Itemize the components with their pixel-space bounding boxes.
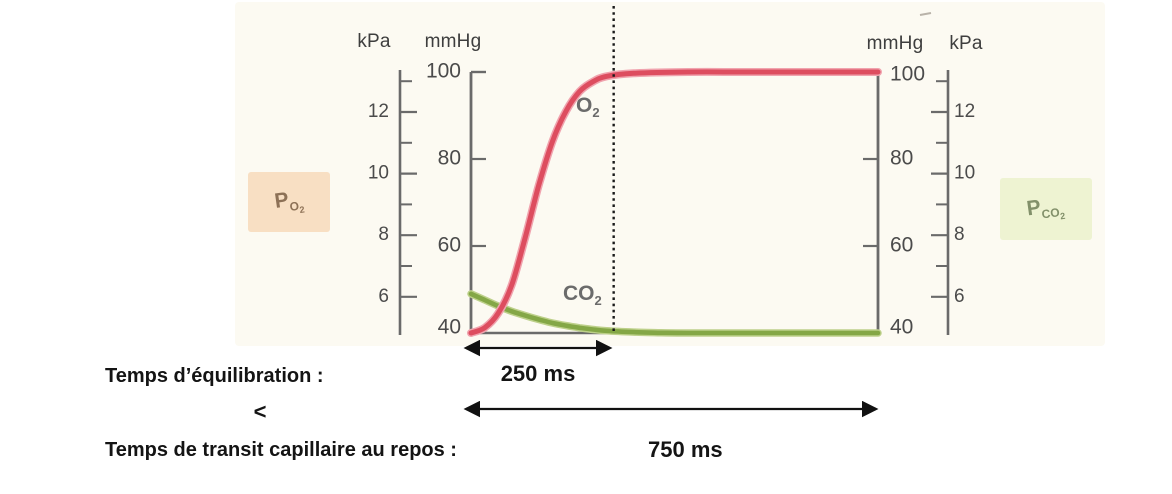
svg-text:6: 6 (954, 286, 965, 307)
o2-curve-label: O2 (576, 94, 600, 120)
svg-text:60: 60 (438, 234, 461, 257)
transit-time-label: Temps de transit capillaire au repos : (105, 439, 457, 461)
co2-curve-label-sub: 2 (594, 293, 602, 309)
right-mmhg-unit-label: mmHg (866, 33, 924, 54)
scan-artifact (919, 12, 932, 16)
right-kpa-unit-label: kPa (949, 33, 983, 54)
o2-curve-label-sub: 2 (592, 105, 600, 121)
po2-badge-text: PO2 (272, 187, 306, 215)
svg-text:8: 8 (954, 224, 965, 245)
svg-text:12: 12 (954, 101, 975, 122)
svg-text:60: 60 (890, 234, 913, 257)
svg-text:80: 80 (890, 147, 913, 170)
left-kpa-axis: 12 10 8 6 (368, 70, 417, 335)
svg-text:6: 6 (378, 286, 389, 307)
svg-text:100: 100 (890, 63, 925, 86)
svg-text:8: 8 (378, 224, 389, 245)
co2-curve (468, 291, 881, 336)
svg-text:10: 10 (368, 163, 389, 184)
pco2-badge: PCO2 (1000, 178, 1092, 240)
equilibration-time-label: Temps d’équilibration : (105, 365, 324, 387)
o2-curve (468, 69, 881, 336)
equilibration-time-value: 250 ms (500, 361, 576, 386)
less-than-symbol: < (253, 399, 267, 424)
svg-text:40: 40 (890, 316, 913, 339)
svg-text:40: 40 (438, 316, 461, 339)
left-mmhg-unit-label: mmHg (424, 31, 482, 52)
svg-text:10: 10 (954, 163, 975, 184)
o2-curve-label-base: O (576, 94, 593, 117)
svg-text:80: 80 (438, 147, 461, 170)
co2-curve-label-base: CO (563, 282, 595, 305)
transit-time-value: 750 ms (648, 437, 723, 462)
left-kpa-unit-label: kPa (357, 31, 391, 52)
co2-curve-label: CO2 (563, 282, 602, 308)
paper-tint (235, 2, 1105, 346)
pco2-badge-text: PCO2 (1025, 195, 1067, 222)
po2-badge: PO2 (248, 172, 330, 232)
svg-text:100: 100 (426, 60, 461, 83)
svg-text:12: 12 (368, 101, 389, 122)
right-kpa-axis: 12 10 8 6 (931, 70, 975, 335)
